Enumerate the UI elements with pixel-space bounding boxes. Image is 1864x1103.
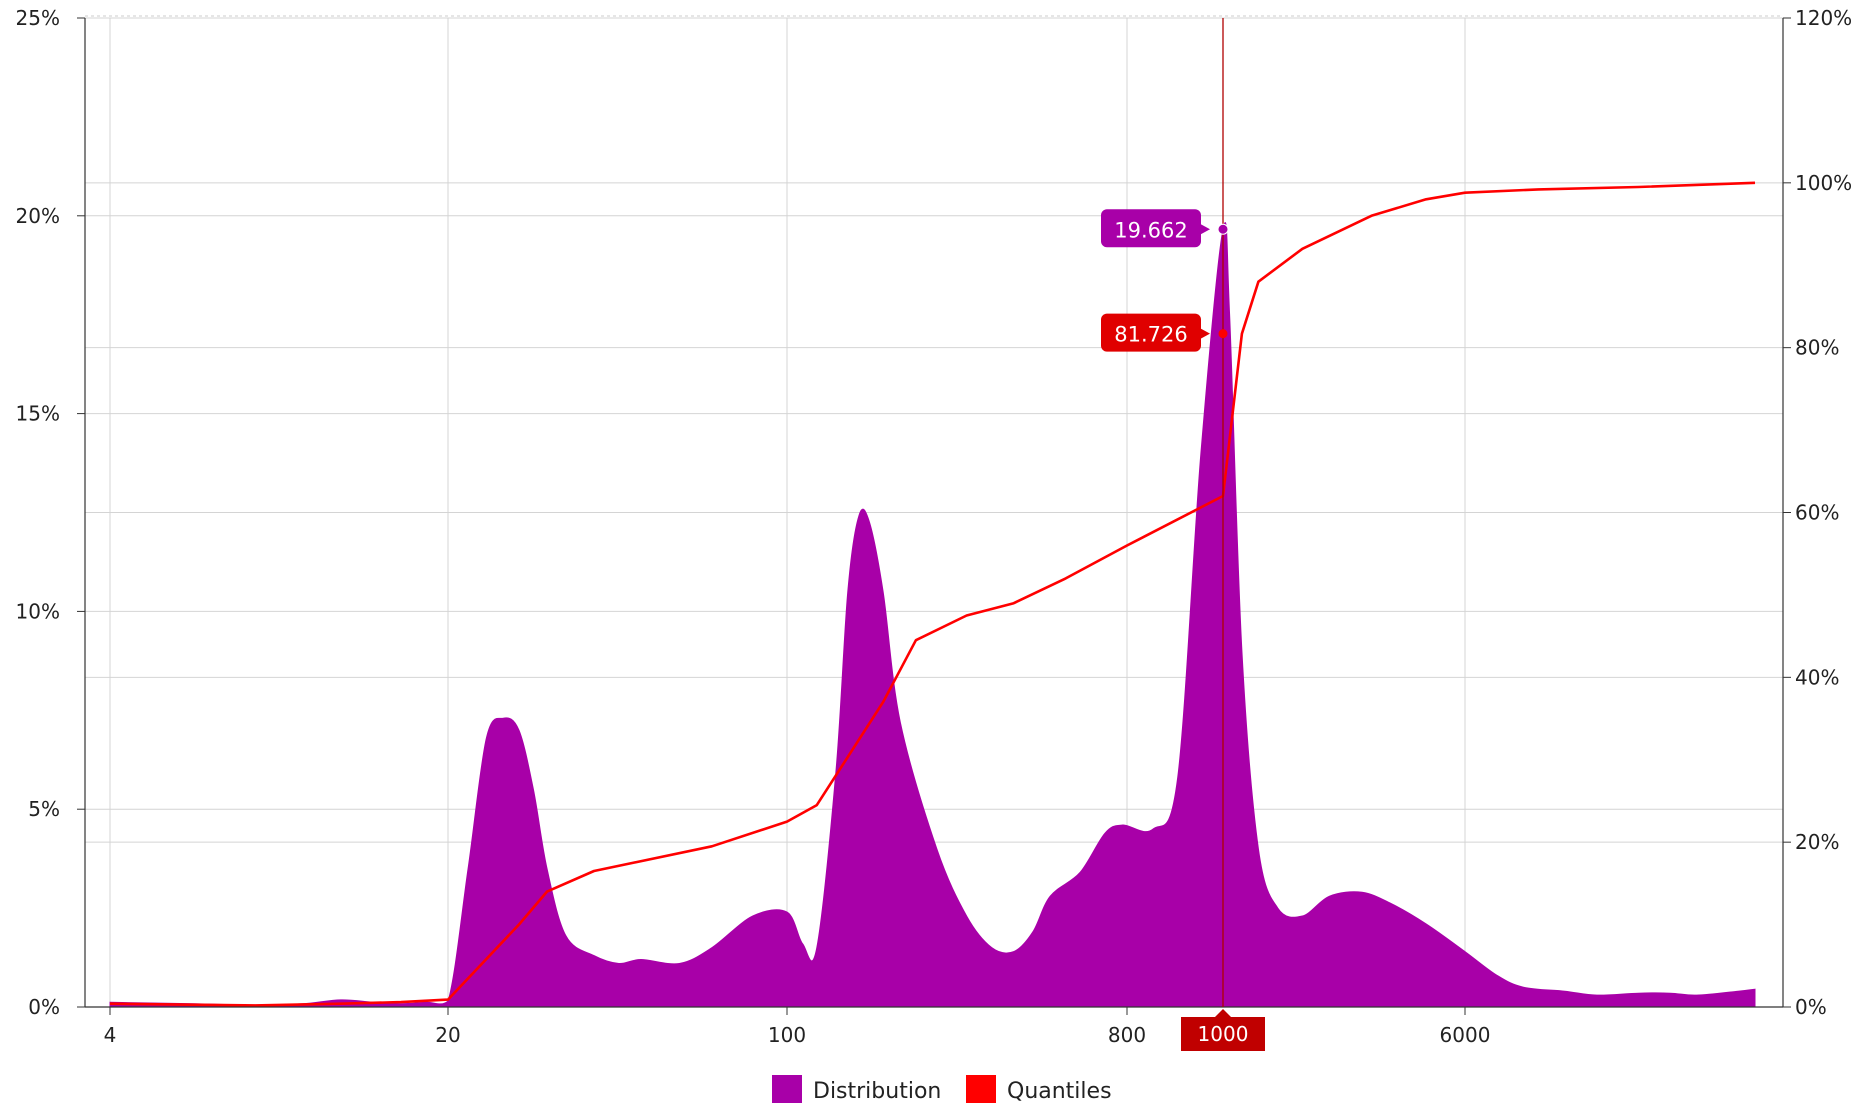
y-left-tick-label: 5%	[28, 797, 60, 821]
quantile-tooltip-pointer	[1199, 327, 1210, 340]
quantiles-line-layer	[109, 181, 1756, 1007]
x-tick-label: 6000	[1440, 1023, 1491, 1047]
legend-swatch	[966, 1075, 996, 1103]
y-right-tick-label: 100%	[1795, 171, 1852, 195]
cursor-x-label: 1000	[1198, 1022, 1249, 1046]
y-right-tick-label: 120%	[1795, 6, 1852, 30]
y-right-tick-label: 0%	[1795, 995, 1827, 1019]
quantiles-line[interactable]	[109, 181, 1756, 1007]
x-tick-label: 800	[1108, 1023, 1146, 1047]
axes: 0% 5% 10% 15% 20% 25% 0% 20% 40% 60% 80% 100% 120% 4 2…	[16, 6, 1853, 1047]
distribution-tooltip	[1101, 209, 1201, 248]
legend-item-distribution[interactable]: Distribution	[772, 1075, 941, 1103]
cursor-layer: 19.662 81.726 1000	[1101, 18, 1265, 1051]
y-left-tick-label: 25%	[16, 6, 60, 30]
cursor-x-label-pointer	[1215, 1009, 1231, 1017]
legend-item-quantiles[interactable]: Quantiles	[966, 1075, 1112, 1103]
y-left-tick-label: 15%	[16, 402, 60, 426]
legend-label: Quantiles	[1007, 1079, 1112, 1103]
y-left-tick-label: 0%	[28, 995, 60, 1019]
distribution-area[interactable]	[109, 222, 1756, 1008]
y-right-tick-label: 40%	[1795, 665, 1839, 689]
distribution-cursor-marker	[1217, 223, 1229, 235]
distribution-area-layer	[109, 222, 1756, 1008]
y-left-tick-label: 20%	[16, 204, 60, 228]
distribution-tooltip-pointer	[1199, 223, 1210, 236]
cursor-x-label-box	[1181, 1017, 1265, 1051]
y-right-tick-label: 60%	[1795, 501, 1839, 525]
y-right-tick-label: 80%	[1795, 336, 1839, 360]
distribution-tooltip-value: 19.662	[1114, 218, 1187, 242]
legend-label: Distribution	[813, 1079, 941, 1103]
legend: Distribution Quantiles	[772, 1075, 1112, 1103]
x-tick-label: 100	[768, 1023, 806, 1047]
x-tick-label: 20	[435, 1023, 460, 1047]
quantile-cursor-marker	[1218, 329, 1228, 339]
y-left-tick-label: 10%	[16, 599, 60, 623]
grid	[85, 15, 1783, 1007]
legend-swatch	[772, 1075, 802, 1103]
y-right-tick-label: 20%	[1795, 830, 1839, 854]
quantile-tooltip	[1101, 313, 1201, 352]
quantile-tooltip-value: 81.726	[1114, 323, 1187, 347]
x-tick-label: 4	[104, 1023, 117, 1047]
